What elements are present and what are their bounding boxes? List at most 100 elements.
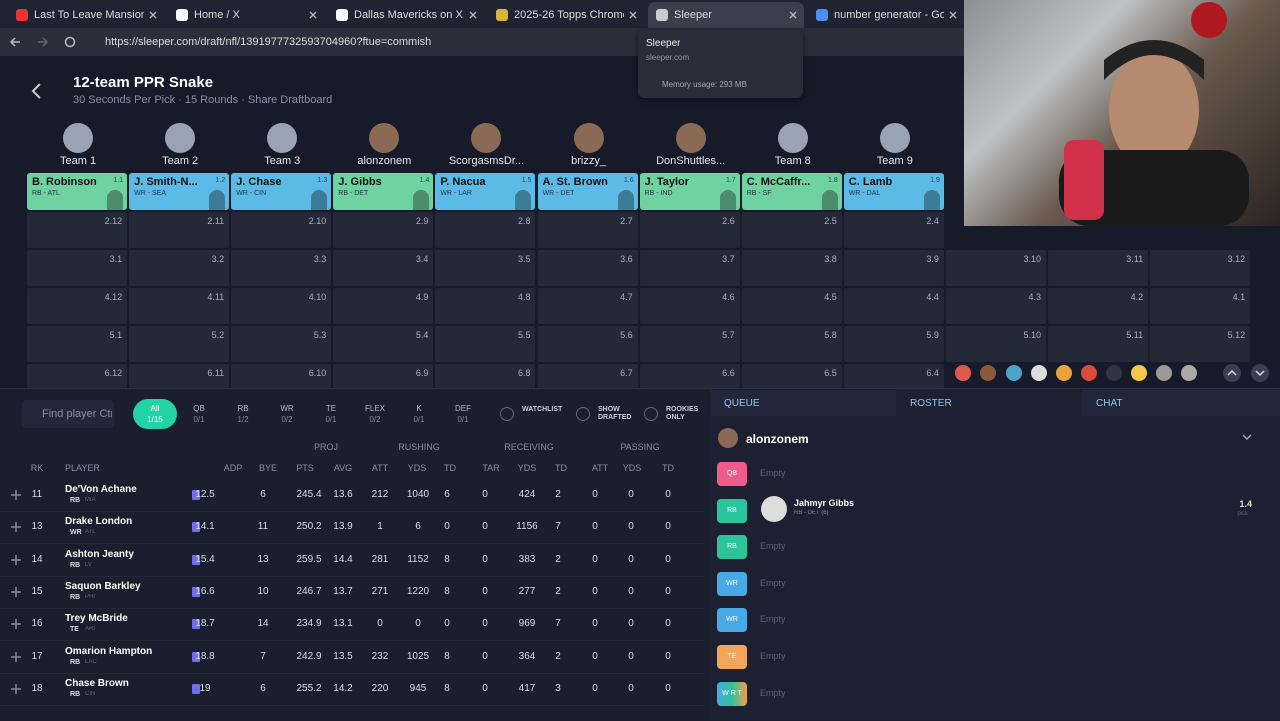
board-cell[interactable]: 4.5 [741, 288, 842, 324]
nav-buttons[interactable] [8, 34, 88, 50]
news-icon[interactable] [192, 522, 200, 533]
board-cell[interactable]: 2.10 [231, 212, 332, 248]
position-filter[interactable]: RB 1/2 [221, 399, 265, 429]
browser-tab[interactable]: Dallas Mavericks on X: "WANTE [328, 2, 484, 28]
board-cell[interactable]: 6.11 [129, 364, 230, 388]
board-cell[interactable]: 5.2 [129, 326, 230, 362]
player-row[interactable]: 16 Trey McBride TE ARI 18.7 14 234.9 13.1 0 0 0 0 96… [0, 608, 705, 642]
board-cell[interactable]: 5.5 [435, 326, 536, 362]
board-cell[interactable]: 6.5 [741, 364, 842, 388]
back-button[interactable] [30, 82, 44, 100]
board-cell[interactable]: 5.6 [537, 326, 638, 362]
board-cell[interactable]: 5.1 [27, 326, 128, 362]
board-cell[interactable]: 2.11 [129, 212, 230, 248]
board-cell[interactable]: 6.8 [435, 364, 536, 388]
pick-card[interactable]: J. Gibbs RB - DET 1.4 [333, 173, 434, 210]
add-to-queue[interactable] [10, 651, 22, 663]
position-filter[interactable]: QB 0/1 [177, 399, 221, 429]
board-cell[interactable]: 5.10 [945, 326, 1046, 362]
board-cell[interactable]: 5.12 [1150, 326, 1251, 362]
board-cell[interactable]: 3.7 [639, 250, 740, 286]
board-cell[interactable]: 3.5 [435, 250, 536, 286]
pick-card[interactable]: P. Nacua WR - LAR 1.5 [435, 173, 536, 210]
board-cell[interactable]: 6.10 [231, 364, 332, 388]
board-cell[interactable]: 5.11 [1048, 326, 1149, 362]
board-cell[interactable]: 3.8 [741, 250, 842, 286]
add-to-queue[interactable] [10, 554, 22, 566]
board-cell[interactable]: 3.11 [1048, 250, 1149, 286]
board-cell[interactable]: 4.11 [129, 288, 230, 324]
board-cell[interactable]: 4.8 [435, 288, 536, 324]
board-cell[interactable]: 4.12 [27, 288, 128, 324]
board-cell[interactable]: 2.7 [537, 212, 638, 248]
board-cell[interactable]: 4.1 [1150, 288, 1251, 324]
pick-card[interactable]: A. St. Brown WR - DET 1.6 [537, 173, 638, 210]
board-cell[interactable]: 2.4 [843, 212, 944, 248]
news-icon[interactable] [192, 651, 200, 662]
browser-tab[interactable]: Last To Leave Mansion, Keeps I [8, 2, 164, 28]
tab-close[interactable] [148, 10, 158, 20]
board-cell[interactable]: 5.9 [843, 326, 944, 362]
player-row[interactable]: 14 Ashton Jeanty RB LV 15.4 13 259.5 14.4 281 115… [0, 544, 705, 577]
tab-close[interactable] [468, 10, 478, 20]
board-cell[interactable]: 4.6 [639, 288, 740, 324]
board-cell[interactable]: 4.4 [843, 288, 944, 324]
panel-tab[interactable]: CHAT [1082, 390, 1280, 416]
board-cell[interactable]: 2.9 [333, 212, 434, 248]
board-cell[interactable]: 4.10 [231, 288, 332, 324]
board-cell[interactable]: 2.6 [639, 212, 740, 248]
position-filter[interactable]: K 0/1 [397, 399, 441, 429]
board-cell[interactable]: 4.7 [537, 288, 638, 324]
add-to-queue[interactable] [10, 521, 22, 533]
position-filter[interactable]: TE 0/1 [309, 399, 353, 429]
board-cell[interactable]: 3.12 [1150, 250, 1251, 286]
pick-card[interactable]: J. Smith-N... WR - SEA 1.2 [129, 173, 230, 210]
player-row[interactable]: 18 Chase Brown RB CIN 19 6 255.2 14.2 220 945 8 0 41… [0, 673, 705, 706]
board-cell[interactable]: 3.1 [27, 250, 128, 286]
position-filter[interactable]: FLEX 0/2 [353, 399, 397, 429]
tab-close[interactable] [628, 10, 638, 20]
board-cell[interactable]: 6.6 [639, 364, 740, 388]
tab-close[interactable] [788, 10, 798, 20]
position-filter[interactable]: All 1/15 [133, 399, 177, 429]
player-row[interactable]: 13 Drake London WR ATL 14.1 11 250.2 13.9 1 6 0 0 11… [0, 511, 705, 545]
board-cell[interactable]: 5.3 [231, 326, 332, 362]
board-cell[interactable]: 4.9 [333, 288, 434, 324]
board-cell[interactable]: 5.8 [741, 326, 842, 362]
news-icon[interactable] [192, 619, 200, 630]
pick-card[interactable]: C. Lamb WR - DAL 1.9 [843, 173, 944, 210]
search-box[interactable]: Find player Ctr [22, 400, 114, 428]
pick-card[interactable]: C. McCaffr... RB - SF 1.8 [741, 173, 842, 210]
toggle-circle[interactable] [500, 407, 514, 421]
board-cell[interactable]: 4.2 [1048, 288, 1149, 324]
board-cell[interactable]: 2.12 [27, 212, 128, 248]
collapse-toggle[interactable] [1242, 434, 1252, 442]
browser-tab[interactable]: 2025-26 Topps Chrome Update [488, 2, 644, 28]
tab-close[interactable] [948, 10, 958, 20]
pick-card[interactable]: J. Taylor RB - IND 1.7 [639, 173, 740, 210]
position-filter[interactable]: DEF 0/1 [441, 399, 485, 429]
toggle-circle[interactable] [576, 407, 590, 421]
board-cell[interactable]: 6.7 [537, 364, 638, 388]
board-cell[interactable]: 3.9 [843, 250, 944, 286]
board-cell[interactable]: 5.7 [639, 326, 740, 362]
browser-tab[interactable]: Home / X [168, 2, 324, 28]
news-icon[interactable] [192, 554, 200, 565]
player-row[interactable]: 15 Saquon Barkley RB PHI 16.6 10 246.7 13.7 271 1… [0, 576, 705, 609]
news-icon[interactable] [192, 490, 200, 500]
add-to-queue[interactable] [10, 618, 22, 630]
add-to-queue[interactable] [10, 586, 22, 598]
tab-close[interactable] [308, 10, 318, 20]
pick-card[interactable]: B. Robinson RB - ATL 1.1 [27, 173, 128, 210]
reaction-icons[interactable] [948, 362, 1276, 384]
board-cell[interactable]: 3.10 [945, 250, 1046, 286]
player-row[interactable]: 17 Omarion Hampton RB LAC 18.8 7 242.9 13.5 232 1… [0, 641, 705, 674]
pick-card[interactable]: J. Chase WR - CIN 1.3 [231, 173, 332, 210]
position-filter[interactable]: WR 0/2 [265, 399, 309, 429]
board-cell[interactable]: 3.6 [537, 250, 638, 286]
toggle-circle[interactable] [644, 407, 658, 421]
add-to-queue[interactable] [10, 683, 22, 695]
board-cell[interactable]: 5.4 [333, 326, 434, 362]
browser-tab[interactable]: Sleeper [648, 2, 804, 28]
board-cell[interactable]: 6.9 [333, 364, 434, 388]
